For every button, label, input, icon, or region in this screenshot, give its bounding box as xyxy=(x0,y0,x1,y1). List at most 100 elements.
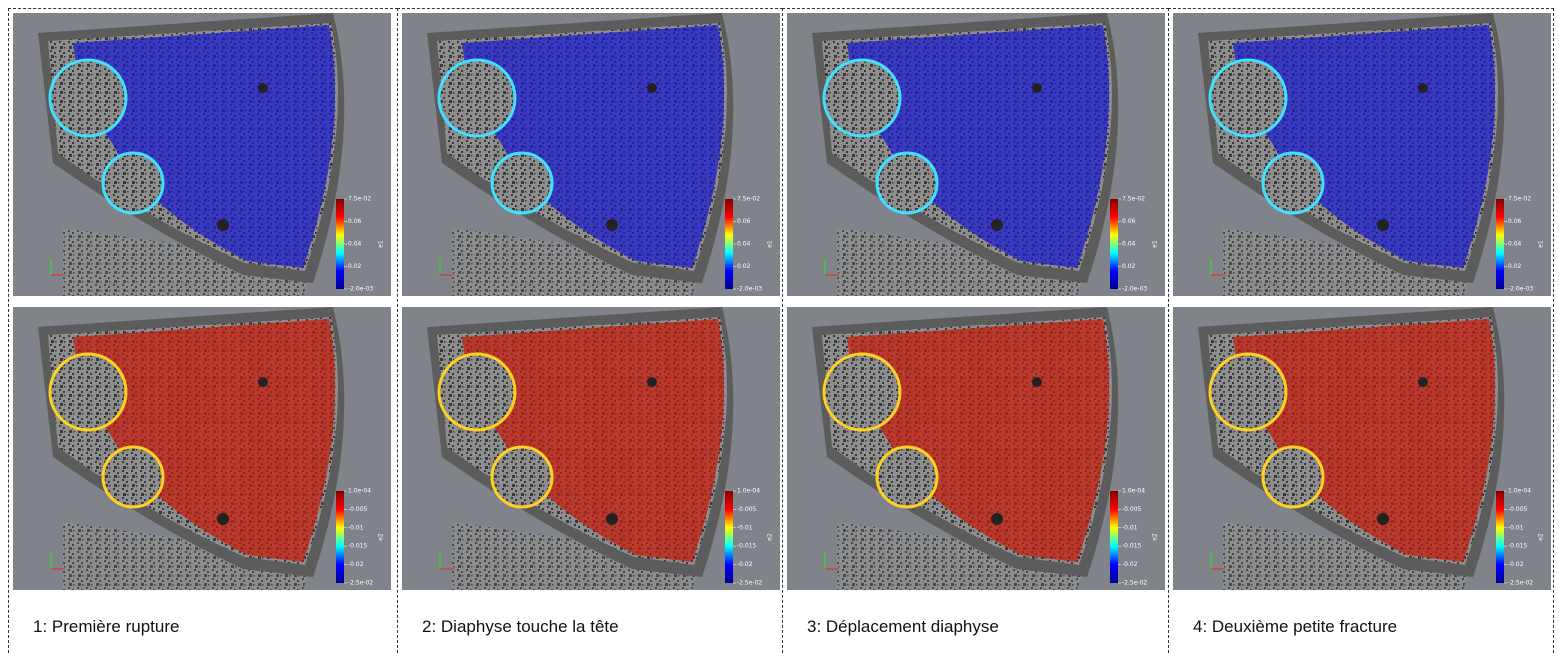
head-2 xyxy=(875,151,939,215)
lower-bone xyxy=(1223,228,1473,296)
hole xyxy=(217,513,229,525)
colorbar-tick-label: 0.02 xyxy=(348,263,362,270)
colorbar xyxy=(725,491,733,583)
colorbar-tick-label: -0.01 xyxy=(348,524,364,531)
head-1 xyxy=(1208,352,1288,432)
strain-map: 1.0e-04 -0.005 -0.01 -0.015 -0.02 -2.5e-02 e2 xyxy=(402,307,780,590)
colorbar-tick-label: 7.5e-02 xyxy=(737,196,760,203)
colorbar-tick-label: 7.5e-02 xyxy=(1122,196,1145,203)
head-2 xyxy=(101,445,165,509)
strain-overlay xyxy=(1233,319,1496,562)
strain-map: 7.5e-02 0.06 0.04 0.02 -2.0e-03 e1 xyxy=(787,13,1165,296)
panel-column: 7.5e-02 0.06 0.04 0.02 -2.0e-03 e1 1.0e-04 -0.0… xyxy=(782,8,1169,653)
colorbar-tick-label: 0.02 xyxy=(1122,263,1136,270)
colorbar-tick-label: -2.5e-02 xyxy=(737,580,762,587)
colorbar-tick-label: 0.04 xyxy=(1508,241,1522,248)
hole xyxy=(1377,219,1389,231)
colorbar xyxy=(336,199,344,289)
head-1 xyxy=(1208,58,1288,138)
head-1 xyxy=(48,352,128,432)
colorbar-label: e1 xyxy=(378,240,385,248)
colorbar-tick-label: -2.5e-02 xyxy=(1122,580,1147,587)
colorbar-tick-label: 1.0e-04 xyxy=(737,488,760,495)
colorbar xyxy=(336,491,344,583)
colorbar-label: e2 xyxy=(378,533,385,541)
caption: 1: Première rupture xyxy=(33,617,180,636)
colorbar-tick-label: -0.01 xyxy=(737,524,753,531)
strain-overlay xyxy=(462,319,725,562)
colorbar-tick-label: 0.06 xyxy=(348,218,362,225)
colorbar-tick-label: 1.0e-04 xyxy=(1122,488,1145,495)
strain-image: 1.0e-04 -0.005 -0.01 -0.015 -0.02 -2.5e-02 e2 xyxy=(402,307,780,590)
head-2 xyxy=(490,445,554,509)
strain-map: 7.5e-02 0.06 0.04 0.02 -2.0e-03 e1 xyxy=(1173,13,1551,296)
colorbar-tick-label: -0.02 xyxy=(1508,561,1524,568)
strain-overlay xyxy=(462,25,725,268)
colorbar-tick-label: -0.015 xyxy=(1122,543,1142,550)
lower-bone xyxy=(63,522,313,590)
colorbar-tick-label: -0.015 xyxy=(348,543,368,550)
strain-image: 7.5e-02 0.06 0.04 0.02 -2.0e-03 e1 xyxy=(787,13,1165,296)
hole xyxy=(991,219,1003,231)
colorbar-tick-label: 0.02 xyxy=(737,263,751,270)
hole xyxy=(258,377,268,387)
hole xyxy=(606,513,618,525)
colorbar-tick-label: -0.02 xyxy=(348,561,364,568)
colorbar xyxy=(725,199,733,289)
strain-image: 7.5e-02 0.06 0.04 0.02 -2.0e-03 e1 xyxy=(1173,13,1551,296)
panel-column: 7.5e-02 0.06 0.04 0.02 -2.0e-03 e1 1.0e-04 -0.0… xyxy=(397,8,783,653)
hole xyxy=(1418,377,1428,387)
head-2 xyxy=(101,151,165,215)
strain-map: 1.0e-04 -0.005 -0.01 -0.015 -0.02 -2.5e-02 e2 xyxy=(787,307,1165,590)
strain-map: 1.0e-04 -0.005 -0.01 -0.015 -0.02 -2.5e-02 e2 xyxy=(13,307,391,590)
head-1 xyxy=(437,58,517,138)
hole xyxy=(991,513,1003,525)
lower-bone xyxy=(63,228,313,296)
colorbar-label: e2 xyxy=(1152,533,1159,541)
colorbar-tick-label: -2.0e-03 xyxy=(348,286,373,293)
colorbar-tick-label: -0.005 xyxy=(348,506,368,513)
colorbar-label: e2 xyxy=(1538,533,1545,541)
hole xyxy=(1418,83,1428,93)
hole xyxy=(1377,513,1389,525)
strain-image: 7.5e-02 0.06 0.04 0.02 -2.0e-03 e1 xyxy=(13,13,391,296)
colorbar-label: e1 xyxy=(1538,240,1545,248)
head-1 xyxy=(48,58,128,138)
strain-image: 1.0e-04 -0.005 -0.01 -0.015 -0.02 -2.5e-02 e2 xyxy=(1173,307,1551,590)
colorbar-tick-label: -0.005 xyxy=(1508,506,1528,513)
colorbar-tick-label: -2.0e-03 xyxy=(1508,286,1533,293)
strain-map: 1.0e-04 -0.005 -0.01 -0.015 -0.02 -2.5e-02 e2 xyxy=(1173,307,1551,590)
strain-image: 7.5e-02 0.06 0.04 0.02 -2.0e-03 e1 xyxy=(402,13,780,296)
colorbar-tick-label: -0.01 xyxy=(1508,524,1524,531)
head-2 xyxy=(1261,445,1325,509)
strain-overlay xyxy=(73,319,336,562)
head-1 xyxy=(437,352,517,432)
colorbar-tick-label: 7.5e-02 xyxy=(1508,196,1531,203)
colorbar-tick-label: -2.5e-02 xyxy=(348,580,373,587)
colorbar-tick-label: -0.005 xyxy=(737,506,757,513)
colorbar xyxy=(1110,199,1118,289)
panel-column: 7.5e-02 0.06 0.04 0.02 -2.0e-03 e1 1.0e-04 -0.0… xyxy=(8,8,398,653)
strain-map: 7.5e-02 0.06 0.04 0.02 -2.0e-03 e1 xyxy=(402,13,780,296)
strain-image: 1.0e-04 -0.005 -0.01 -0.015 -0.02 -2.5e-02 e2 xyxy=(787,307,1165,590)
head-1 xyxy=(822,58,902,138)
hole xyxy=(647,377,657,387)
colorbar-tick-label: 0.04 xyxy=(348,241,362,248)
colorbar-tick-label: -0.005 xyxy=(1122,506,1142,513)
colorbar-tick-label: -0.02 xyxy=(737,561,753,568)
hole xyxy=(1032,377,1042,387)
lower-bone xyxy=(837,228,1087,296)
caption: 3: Déplacement diaphyse xyxy=(807,617,999,636)
strain-overlay xyxy=(1233,25,1496,268)
strain-map: 7.5e-02 0.06 0.04 0.02 -2.0e-03 e1 xyxy=(13,13,391,296)
colorbar-tick-label: 0.02 xyxy=(1508,263,1522,270)
head-2 xyxy=(490,151,554,215)
colorbar-tick-label: 0.06 xyxy=(1508,218,1522,225)
strain-overlay xyxy=(847,25,1110,268)
hole xyxy=(258,83,268,93)
colorbar xyxy=(1110,491,1118,583)
lower-bone xyxy=(837,522,1087,590)
head-2 xyxy=(875,445,939,509)
head-1 xyxy=(822,352,902,432)
